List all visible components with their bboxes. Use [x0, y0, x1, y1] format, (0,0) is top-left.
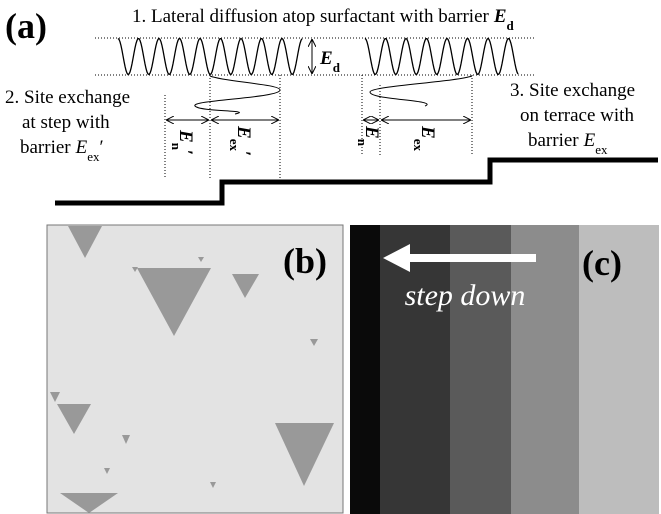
energy-label: En′ [170, 129, 197, 155]
subscript: ex [412, 139, 427, 152]
process-1: 1. Lateral diffusion atop surfactant wit… [132, 6, 515, 33]
terrace [350, 225, 380, 514]
panel-label: (c) [582, 243, 622, 283]
barrier-label: Ed [319, 48, 341, 75]
caption-line: 3. Site exchange [510, 80, 635, 101]
symbol: E [493, 6, 507, 27]
prime: ′ [100, 137, 104, 158]
subscript: d [333, 60, 341, 75]
caption-line: barrier [20, 137, 71, 158]
caption-line: 2. Site exchange [5, 87, 130, 108]
potential-wave [118, 39, 302, 75]
prime: ′ [233, 151, 254, 156]
prime: ′ [175, 150, 196, 155]
symbol: E [75, 137, 88, 158]
caption: 1. Lateral diffusion atop surfactant wit… [132, 6, 489, 27]
figure: (a) 1. Lateral diffusion atop surfactant… [0, 0, 661, 514]
subscript: ex [87, 149, 100, 164]
symbol: E [361, 125, 382, 139]
panel-b: (b) [47, 225, 343, 513]
symbol: E [175, 129, 196, 143]
exchange-curve [195, 76, 280, 114]
terrace [380, 225, 450, 514]
subscript: ex [595, 142, 608, 157]
symbol: E [233, 125, 254, 139]
panel-label: (a) [5, 6, 47, 46]
annotation: step down [405, 279, 526, 312]
caption-line: barrier [528, 130, 579, 151]
caption-line: at step with [22, 112, 110, 133]
subscript: d [507, 18, 515, 33]
panel-a: (a) 1. Lateral diffusion atop surfactant… [0, 0, 661, 203]
step-profile [55, 160, 658, 203]
potential-wave [365, 39, 518, 75]
symbol: E [417, 125, 438, 139]
subscript: ex [228, 139, 243, 152]
caption-line: on terrace with [520, 105, 634, 126]
energy-label: Eex′ [228, 125, 255, 156]
terrace [450, 225, 511, 514]
exchange-curve [370, 76, 472, 106]
energy-label: Eex [412, 125, 439, 151]
panel-label: (b) [283, 241, 327, 281]
symbol: E [319, 48, 333, 69]
subscript: n [356, 139, 371, 147]
terrace [511, 225, 579, 514]
symbol: E [583, 130, 596, 151]
panel-c: step down (c) [350, 225, 659, 514]
energy-label: En [356, 125, 383, 147]
